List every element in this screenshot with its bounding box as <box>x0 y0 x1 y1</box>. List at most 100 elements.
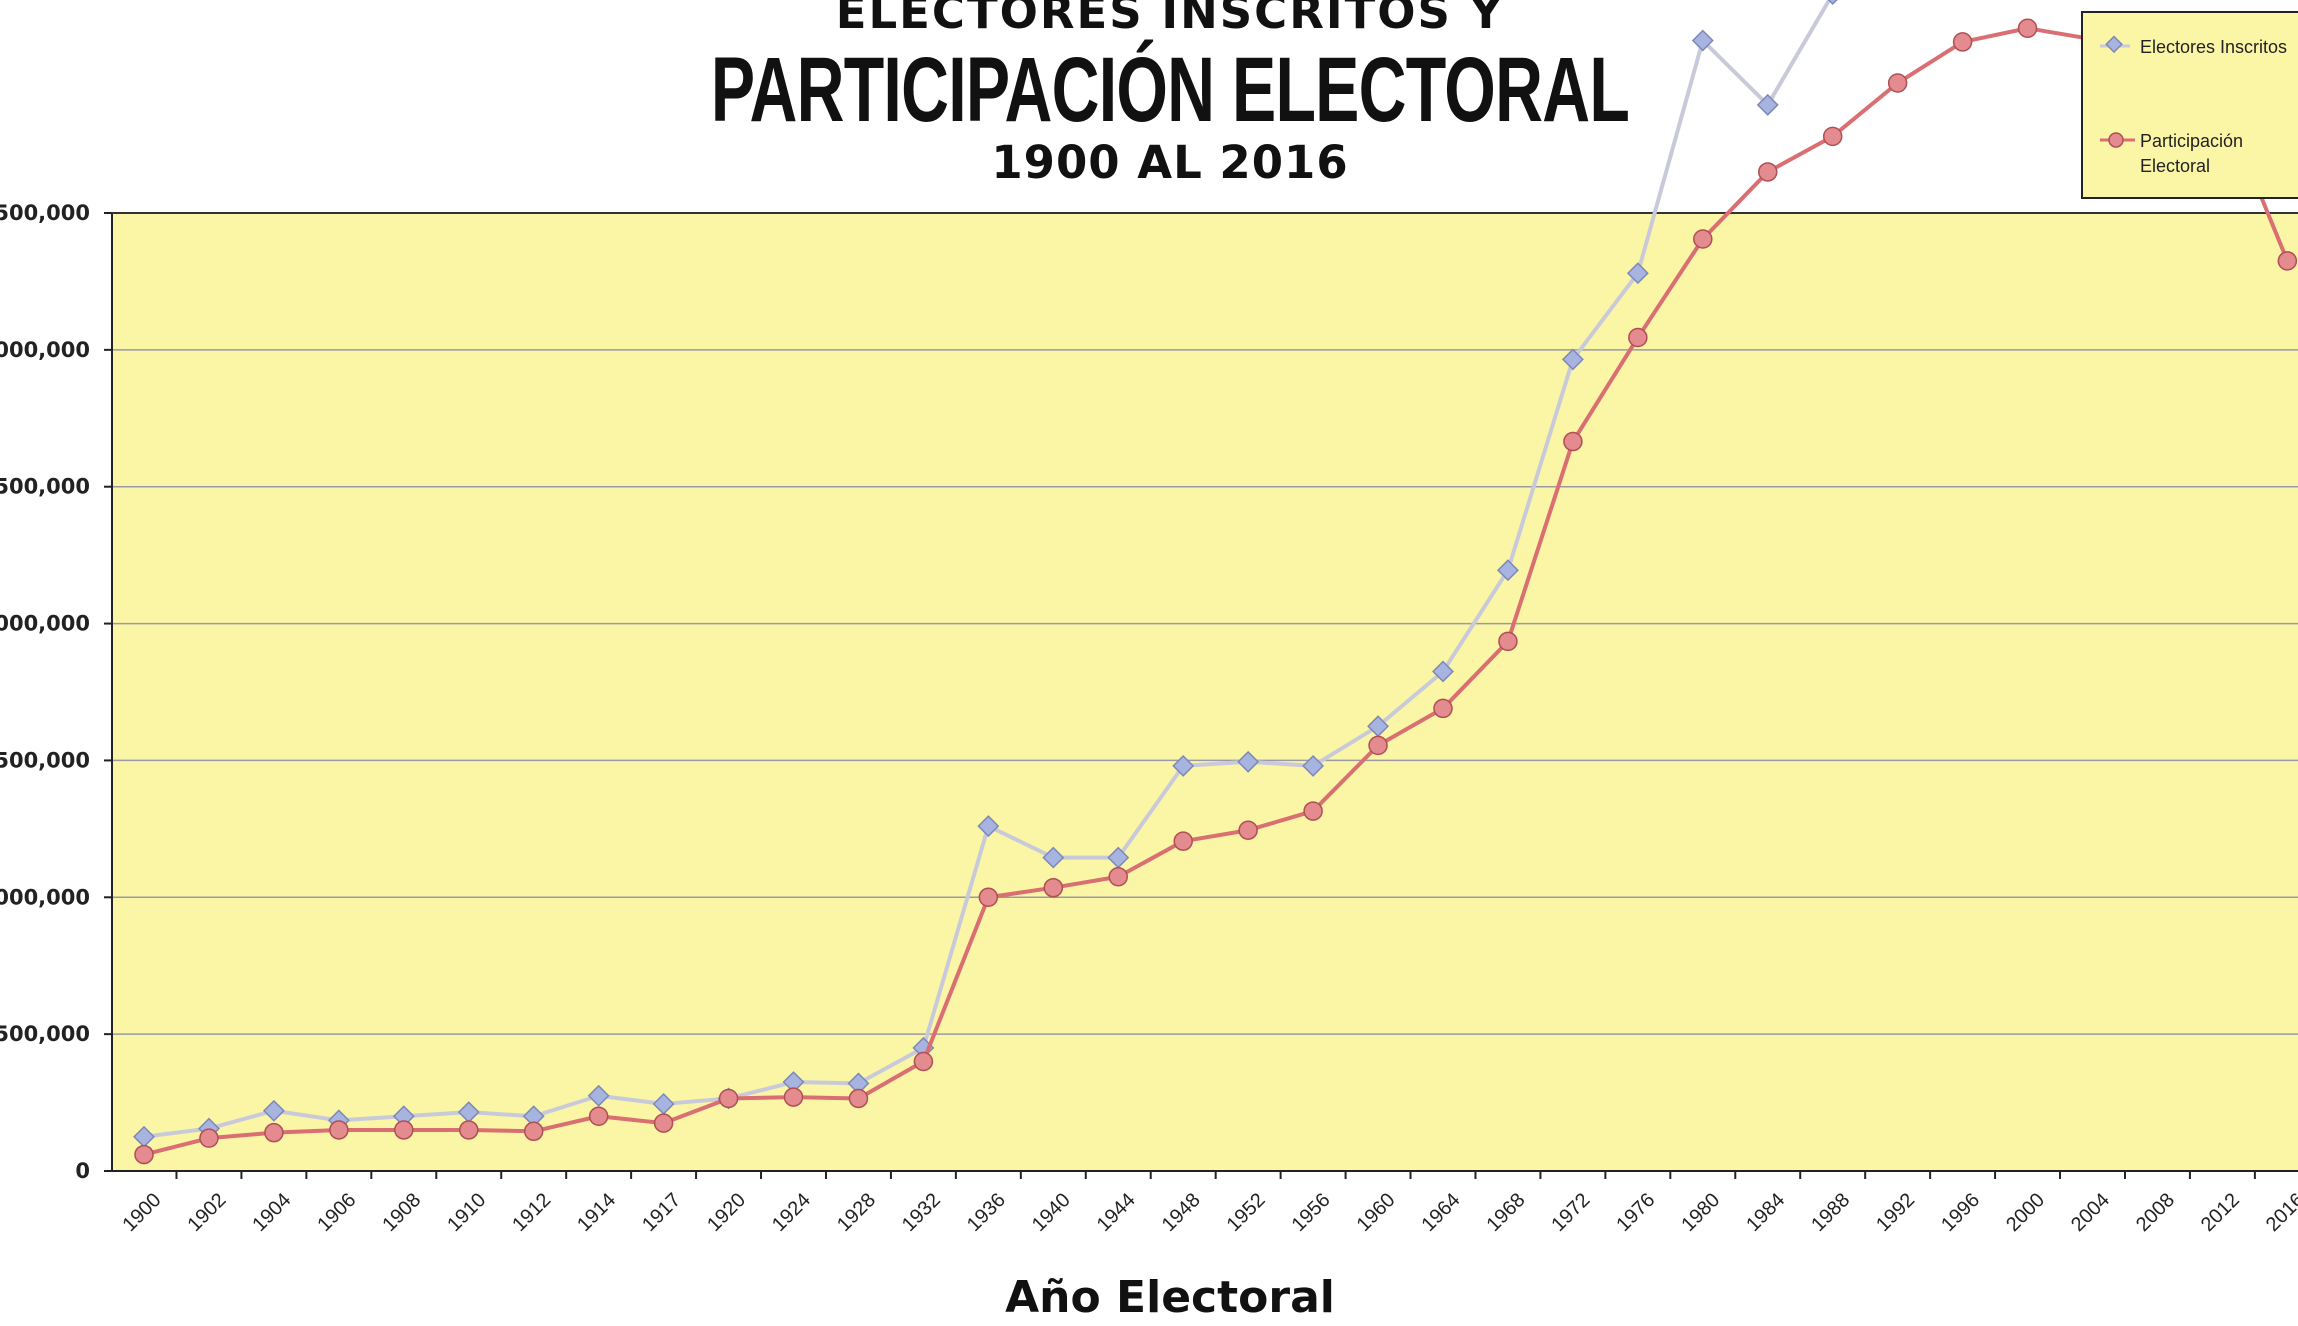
x-tick-label: 1920 <box>703 1189 750 1236</box>
x-tick-label: 1952 <box>1223 1189 1270 1236</box>
x-tick-label: 1968 <box>1482 1189 1529 1236</box>
x-tick-label: 1956 <box>1288 1189 1335 1236</box>
data-point <box>913 1051 934 1072</box>
y-axis-ticks: 0 500,000 1,000,000 1,500,000 2,000,000 2,500… <box>0 201 112 1183</box>
data-point <box>457 1101 480 1124</box>
chart-title-line1: ELECTORES INSCRITOS Y <box>835 0 1505 39</box>
legend-marker-electores <box>2105 35 2123 54</box>
data-point <box>653 1113 674 1133</box>
x-tick-label: 1928 <box>833 1189 880 1236</box>
x-tick-label: 1906 <box>313 1189 360 1236</box>
data-point <box>523 1121 544 1142</box>
data-point <box>1758 162 1778 182</box>
x-tick-label: 1908 <box>378 1189 425 1236</box>
x-tick-label: 1988 <box>1807 1189 1854 1236</box>
data-point <box>588 1106 609 1127</box>
data-point <box>1952 32 1973 52</box>
x-tick-label: 1996 <box>1937 1189 1984 1236</box>
chart-subtitle: 1900 AL 2016 <box>991 136 1349 189</box>
y-tick-label: 3,500,000 <box>0 201 90 225</box>
data-point <box>1237 750 1260 773</box>
x-tick-label: 1992 <box>1872 1189 1919 1236</box>
x-axis-label: Año Electoral <box>1005 1272 1335 1323</box>
data-point <box>1693 229 1713 249</box>
x-axis-ticks: 1900 1902 1904 1906 1908 1910 1912 1914 1917 1920… <box>119 1171 2298 1236</box>
x-tick-label: 1940 <box>1028 1189 1075 1236</box>
data-point <box>392 1105 415 1128</box>
data-point <box>133 1125 155 1148</box>
data-point <box>587 1084 610 1107</box>
data-point <box>978 887 999 908</box>
legend: Electores Inscritos Participación Electo… <box>2081 11 2298 199</box>
data-point <box>1107 846 1130 869</box>
data-point <box>1367 715 1390 738</box>
data-point <box>847 1072 870 1095</box>
x-tick-label: 1980 <box>1677 1189 1724 1236</box>
data-point <box>782 1071 805 1094</box>
data-point <box>1756 93 1779 116</box>
data-point <box>1108 867 1128 887</box>
data-point <box>1042 846 1065 869</box>
x-tick-label: 1910 <box>443 1189 490 1236</box>
x-tick-label: 2008 <box>2132 1189 2179 1236</box>
x-tick-label: 1976 <box>1612 1189 1659 1236</box>
data-point <box>522 1105 545 1128</box>
data-point <box>652 1092 675 1115</box>
data-point <box>1887 73 1908 93</box>
legend-label-participacion-line2: Electoral <box>2140 156 2210 176</box>
data-point <box>459 1120 479 1140</box>
x-tick-label: 1902 <box>183 1189 230 1236</box>
data-point <box>1628 327 1648 348</box>
data-point <box>1302 754 1325 777</box>
data-point <box>2277 251 2298 271</box>
data-point <box>1173 831 1193 851</box>
x-tick-label: 2012 <box>2197 1189 2244 1236</box>
x-tick-label: 1932 <box>898 1189 945 1236</box>
chart-title-line2: PARTICIPACIÓN ELECTORAL <box>710 39 1630 141</box>
series-participacion-electoral <box>134 18 2298 1165</box>
x-tick-label: 1904 <box>248 1189 295 1236</box>
x-tick-label: 1944 <box>1093 1189 1140 1236</box>
y-tick-label: 1,000,000 <box>0 885 90 909</box>
x-tick-label: 1972 <box>1547 1189 1594 1236</box>
x-tick-label: 1948 <box>1158 1189 1205 1236</box>
data-point <box>1303 801 1323 821</box>
data-point <box>1691 29 1714 52</box>
x-tick-label: 2016 <box>2262 1189 2298 1236</box>
series-electores-inscritos <box>133 0 1844 1148</box>
series-layer <box>133 0 2298 1165</box>
plot-area <box>112 213 2298 1171</box>
y-tick-label: 500,000 <box>0 1022 90 1046</box>
x-tick-label: 2004 <box>2067 1189 2114 1236</box>
x-tick-label: 1914 <box>573 1189 620 1236</box>
data-point <box>1498 631 1518 652</box>
data-point <box>848 1088 869 1109</box>
data-point <box>329 1120 349 1140</box>
legend-label-participacion: Participación Electoral <box>2140 131 2248 176</box>
data-point <box>1496 559 1519 582</box>
series-line <box>143 0 1832 1139</box>
data-point <box>262 1099 285 1122</box>
data-point <box>134 1144 154 1165</box>
data-point <box>1368 735 1388 756</box>
series-line <box>143 26 2290 1157</box>
data-point <box>264 1122 284 1143</box>
data-point <box>1238 820 1258 840</box>
data-point <box>394 1120 414 1140</box>
data-point <box>199 1128 219 1148</box>
data-point <box>718 1088 739 1109</box>
y-tick-label: 2,500,000 <box>0 475 90 499</box>
x-tick-label: 1984 <box>1742 1189 1789 1236</box>
data-point <box>1432 660 1454 683</box>
x-tick-label: 1917 <box>638 1189 685 1236</box>
legend-label-electores: Electores Inscritos <box>2140 37 2287 57</box>
legend-marker-participacion <box>2108 132 2124 148</box>
y-tick-label: 0 <box>75 1159 90 1183</box>
data-point <box>1172 754 1195 777</box>
data-point <box>1043 877 1064 898</box>
data-point <box>783 1087 804 1107</box>
data-point <box>977 815 1000 838</box>
x-tick-label: 1964 <box>1418 1189 1465 1236</box>
x-tick-label: 1912 <box>508 1189 555 1236</box>
